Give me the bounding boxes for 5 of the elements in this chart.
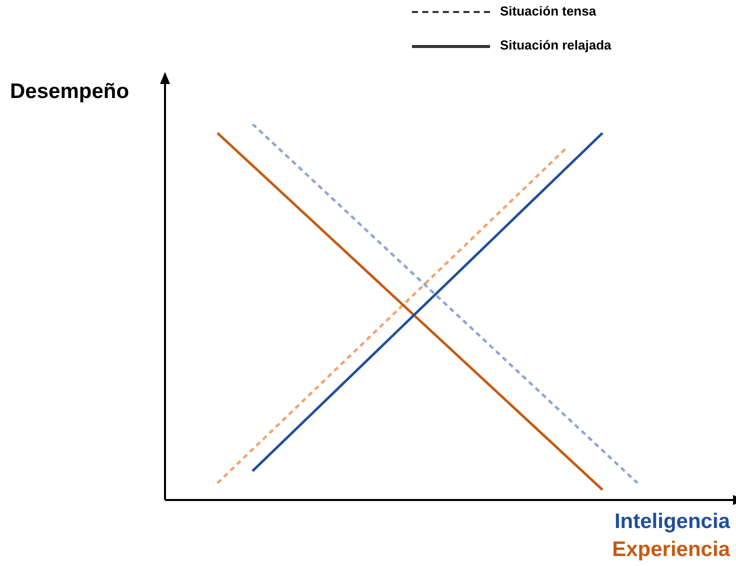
text: Experiencia (612, 538, 730, 561)
text: Situación relajada (500, 38, 612, 53)
y-axis-title: Desempeño (10, 80, 130, 103)
text: Inteligencia (614, 510, 730, 533)
text: Situación tensa (500, 4, 597, 19)
